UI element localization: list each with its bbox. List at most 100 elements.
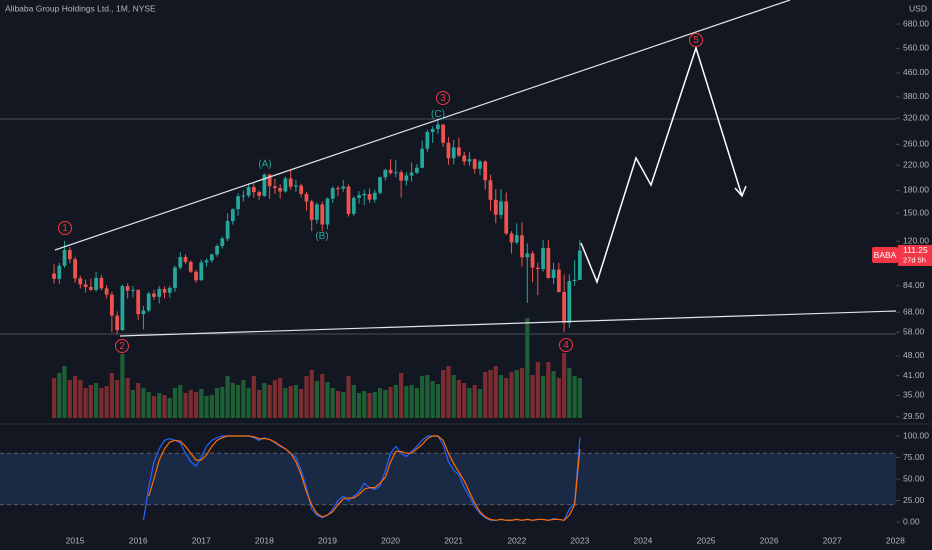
candle-body [415, 167, 419, 173]
candle-body [483, 161, 488, 181]
candle-body [215, 245, 219, 255]
lower-trendline [119, 310, 897, 337]
y-tick-label: 260.00 [903, 139, 929, 149]
volume-bar [341, 392, 346, 418]
volume-bar [88, 385, 93, 418]
candle-body [94, 277, 98, 290]
candle-body [567, 280, 572, 323]
volume-bar [320, 374, 325, 418]
volume-bar [214, 388, 220, 418]
wave-label: 1 [62, 223, 68, 234]
chart-title: Alibaba Group Holdings Ltd., 1M, NYSE [5, 3, 156, 13]
candle-body [52, 273, 56, 279]
volume-bar [157, 393, 162, 418]
candle-body [488, 180, 493, 200]
candle-body [562, 291, 566, 323]
volume-bar [109, 373, 114, 418]
candle-body [372, 192, 377, 200]
volume-bar [299, 389, 304, 418]
x-tick-label: 2027 [823, 535, 842, 545]
volume-bar [393, 385, 398, 418]
volume-bar [525, 318, 530, 418]
y-tick-label: 150.00 [903, 207, 929, 217]
candle-body [120, 286, 125, 331]
volume-bar [51, 378, 57, 418]
candle-body [430, 129, 435, 133]
wave-label: (C) [431, 109, 445, 120]
stochastic-pane [0, 435, 896, 521]
wave-label: 4 [563, 340, 569, 351]
candle-body [436, 124, 440, 130]
symbol-label: BABA [874, 250, 897, 260]
wave-label: (A) [258, 159, 271, 170]
candle-body [499, 201, 503, 215]
volume-bar [456, 380, 462, 418]
candle-body [346, 186, 351, 214]
candle-body [246, 187, 251, 196]
candle-body [299, 185, 304, 194]
volume-bar [225, 376, 230, 418]
volume-bar [167, 398, 172, 418]
candle-body [141, 310, 146, 315]
volume-bar [514, 370, 519, 418]
volume-bar [467, 388, 472, 418]
candle-body [131, 289, 135, 291]
y-tick-label: 320.00 [903, 113, 929, 123]
volume-bar [99, 388, 104, 418]
candle-body [115, 315, 120, 331]
candle-body [451, 147, 456, 159]
volume-bar [483, 372, 488, 418]
currency-label: USD [909, 3, 927, 13]
candle-body [541, 247, 545, 270]
candle-body [478, 161, 482, 169]
volume-bar [404, 386, 409, 418]
volume-bar [472, 385, 477, 418]
y-tick-label: 84.00 [903, 280, 925, 290]
volume-bar [425, 375, 430, 418]
volume-bar [136, 383, 141, 418]
candle-body [341, 186, 346, 189]
x-tick-label: 2024 [634, 535, 653, 545]
volume-bar [519, 368, 525, 418]
volume-bar [346, 376, 351, 418]
volume-bar [262, 383, 267, 418]
volume-bar [146, 392, 151, 418]
volume-bar [420, 376, 425, 418]
candle-body [530, 253, 535, 268]
x-tick-label: 2019 [318, 535, 337, 545]
volume-bar [220, 387, 225, 418]
y-tick-label: 120.00 [903, 235, 929, 245]
y-tick-label: 560.00 [903, 43, 929, 53]
candle-body [225, 221, 230, 239]
x-tick-label: 2017 [192, 535, 211, 545]
volume-bar [83, 388, 88, 418]
candle-body [362, 193, 367, 196]
volume-bar [488, 370, 493, 418]
volume-bar [414, 388, 419, 418]
volume-bar [120, 354, 125, 418]
volume-bar [115, 380, 120, 418]
upper-trendline [54, 0, 791, 251]
candle-body [236, 196, 240, 210]
candle-body [204, 260, 209, 263]
candle-body [57, 265, 62, 279]
arrow-head [734, 185, 747, 198]
wave-circle [58, 221, 72, 235]
price-pane [51, 118, 582, 418]
volume-bar [272, 380, 278, 418]
volume-bar [409, 385, 414, 418]
volume-bar [183, 393, 188, 418]
candle-body [157, 288, 162, 297]
volume-bar [498, 375, 504, 418]
wave-label: 3 [440, 93, 446, 104]
x-tick-label: 2023 [570, 535, 589, 545]
candle-body [78, 278, 83, 285]
volume-bar [193, 392, 199, 418]
candle-body [199, 262, 204, 281]
candle-body [446, 142, 451, 159]
candle-body [472, 159, 477, 169]
volume-bar [493, 366, 498, 418]
y-tick-label: 75.00 [903, 452, 925, 462]
candle-body [273, 186, 277, 189]
volume-bar [435, 384, 440, 418]
